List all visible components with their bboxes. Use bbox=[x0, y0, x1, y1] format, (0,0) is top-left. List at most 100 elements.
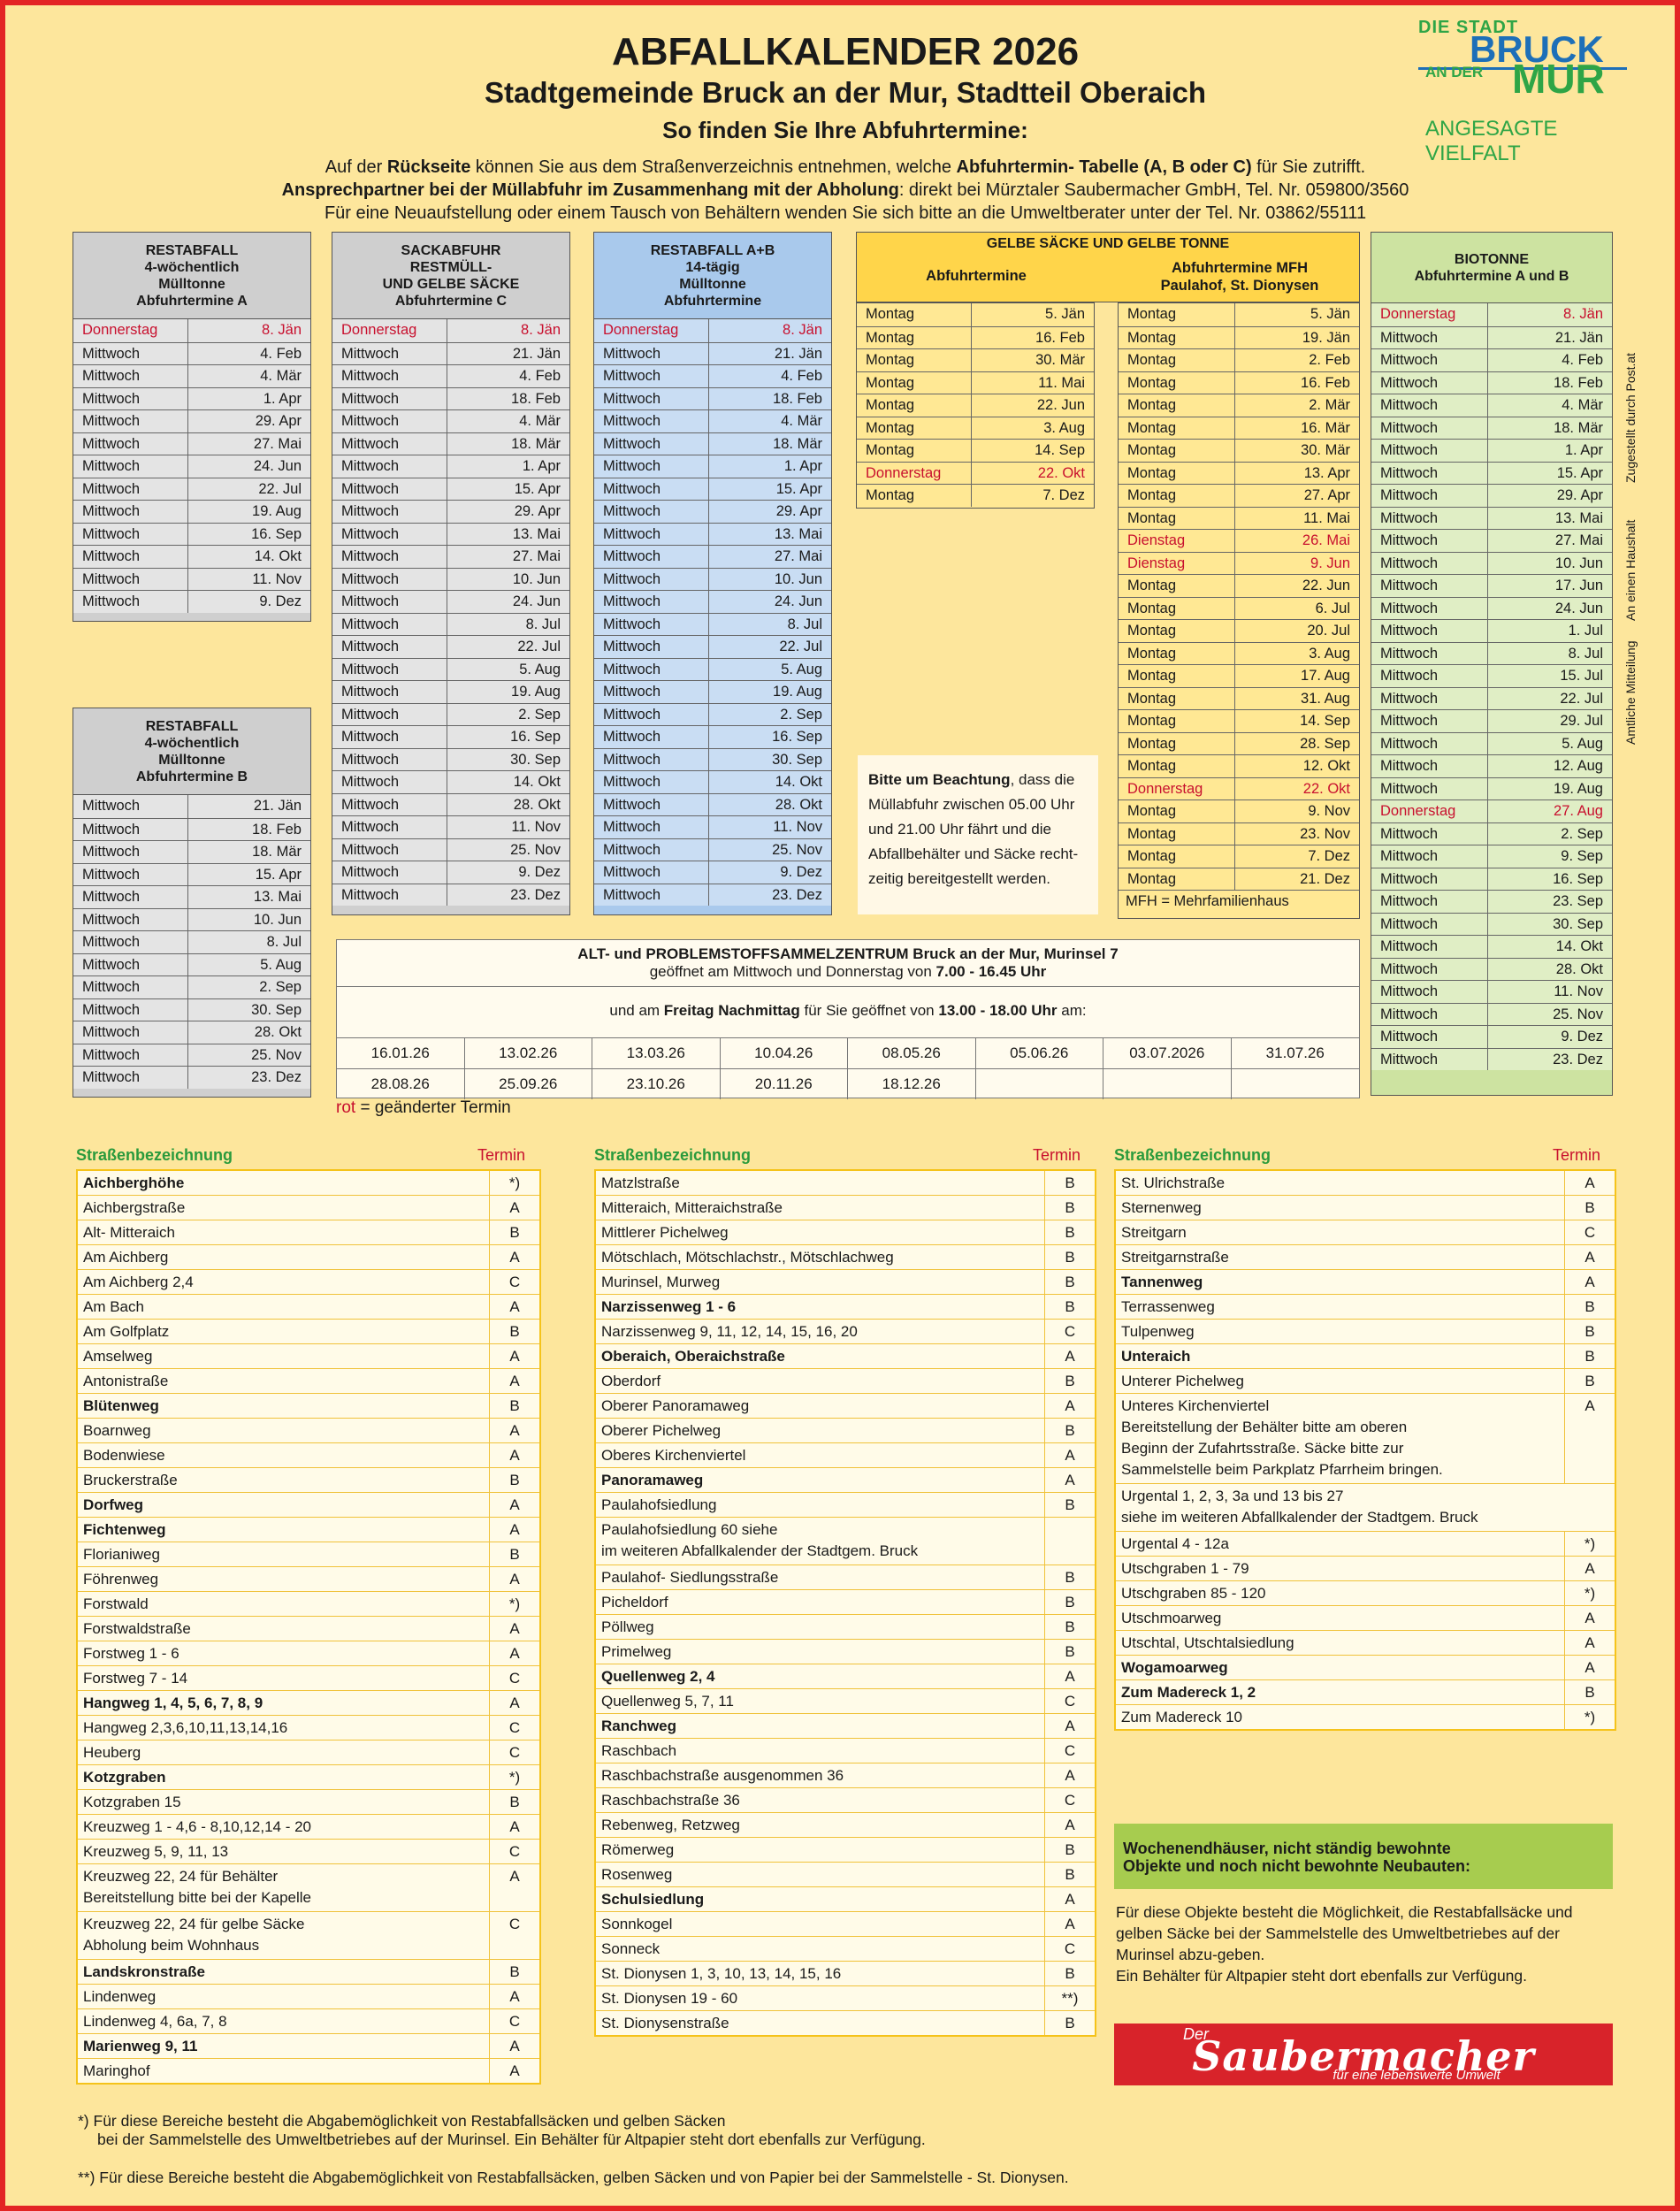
schedule-row: Mittwoch 24. Jun bbox=[594, 590, 831, 613]
weekday: Montag bbox=[866, 397, 915, 413]
table-header: RESTABFALL 4-wöchentlich Mülltonne Abfuhrte… bbox=[73, 708, 310, 795]
schedule-row: Mittwoch 18. Feb bbox=[1371, 371, 1612, 394]
schedule-row: Mittwoch 23. Sep bbox=[1371, 890, 1612, 913]
date: 19. Aug bbox=[1486, 777, 1613, 799]
date: 3. Aug bbox=[970, 417, 1095, 439]
weekday: Montag bbox=[1127, 690, 1177, 707]
street-name: Narzissenweg 1 - 6 bbox=[596, 1295, 1045, 1319]
street-row: St. Dionysen 19 - 60 **) bbox=[596, 1985, 1095, 2010]
weekday: Mittwoch bbox=[82, 435, 141, 452]
weekday: Mittwoch bbox=[341, 480, 400, 497]
street-name: Paulahofsiedlung 60 siehe im weiteren Ab… bbox=[596, 1518, 1045, 1565]
street-name: Narzissenweg 9, 11, 12, 14, 15, 16, 20 bbox=[596, 1320, 1045, 1343]
street-row: Forstweg 1 - 6 A bbox=[78, 1641, 539, 1665]
weekday: Mittwoch bbox=[1380, 690, 1439, 707]
date-cell: 25.09.26 bbox=[464, 1068, 592, 1099]
weekday: Mittwoch bbox=[603, 774, 661, 790]
street-name: Am Bach bbox=[78, 1295, 490, 1319]
date: 15. Apr bbox=[187, 863, 311, 885]
weekday: Mittwoch bbox=[603, 706, 661, 723]
street-termin: A bbox=[509, 1422, 520, 1439]
schedule-row: Mittwoch 30. Sep bbox=[332, 747, 570, 770]
street-list-1: Straßenbezeichnung Termin Aichberghöhe *) A… bbox=[76, 1146, 541, 2085]
date: 7. Dez bbox=[970, 485, 1095, 507]
weekday: Montag bbox=[866, 419, 915, 436]
weekday: Mittwoch bbox=[603, 729, 661, 745]
street-name: Utschtal, Utschtalsiedlung bbox=[1116, 1631, 1565, 1655]
date: 9. Dez bbox=[707, 861, 832, 884]
city-logo: DIE STADT BRUCK AN DER MUR ANGESAGTE VIE… bbox=[1418, 18, 1627, 165]
date: 30. Sep bbox=[446, 748, 570, 770]
street-row: Oberer Panoramaweg A bbox=[596, 1393, 1095, 1418]
date: 29. Jul bbox=[1486, 710, 1613, 732]
street-name: Raschbach bbox=[596, 1739, 1045, 1763]
schedule-row: Mittwoch 14. Okt bbox=[73, 545, 310, 568]
street-name: Florianiweg bbox=[78, 1542, 490, 1566]
street-name: Am Aichberg bbox=[78, 1245, 490, 1269]
date: 29. Apr bbox=[187, 410, 311, 432]
street-termin: B bbox=[1065, 1224, 1075, 1241]
schedule-row: Montag 16. Feb bbox=[1119, 371, 1359, 394]
schedule-row: Mittwoch 21. Jän bbox=[73, 795, 310, 818]
schedule-row: Mittwoch 18. Mär bbox=[594, 432, 831, 455]
legend: rot = geänderter Termin bbox=[336, 1098, 511, 1117]
street-row: Utschgraben 1 - 79 A bbox=[1116, 1556, 1615, 1580]
weekend-houses-text: Für diese Objekte besteht die Möglichkei… bbox=[1116, 1903, 1573, 1985]
street-row: Urgental 4 - 12a *) bbox=[1116, 1531, 1615, 1556]
street-row: Forstwaldstraße A bbox=[78, 1616, 539, 1641]
street-name: Quellenweg 2, 4 bbox=[596, 1664, 1045, 1688]
schedule-row: Mittwoch 11. Nov bbox=[1371, 980, 1612, 1003]
schedule-row: Mittwoch 9. Dez bbox=[594, 861, 831, 884]
schedule-row: Mittwoch 28. Okt bbox=[1371, 957, 1612, 980]
weekday: Mittwoch bbox=[1380, 487, 1439, 503]
date: 22. Jul bbox=[707, 636, 832, 658]
street-termin: A bbox=[509, 1620, 520, 1637]
weekday: Mittwoch bbox=[82, 548, 141, 564]
table-gelbe-saecke-header: GELBE SÄCKE UND GELBE TONNE Abfuhrtermin… bbox=[856, 232, 1360, 302]
date: 9. Dez bbox=[187, 591, 311, 613]
date: 8. Jul bbox=[187, 931, 311, 953]
date: 8. Jul bbox=[1486, 642, 1613, 664]
weekday: Mittwoch bbox=[1380, 1029, 1439, 1044]
schedule-row: Mittwoch 12. Aug bbox=[1371, 754, 1612, 777]
schedule-row: Mittwoch 17. Jun bbox=[1371, 574, 1612, 597]
postal-note: Zugestellt durch Post.at bbox=[1623, 352, 1638, 483]
street-row: St. Ulrichstraße A bbox=[1116, 1171, 1615, 1195]
date: 28. Okt bbox=[187, 1021, 311, 1044]
schedule-row: Donnerstag 22. Okt bbox=[1119, 777, 1359, 799]
weekday: Montag bbox=[1127, 623, 1177, 639]
street-termin: A bbox=[1585, 1274, 1595, 1290]
table-gelbe-saecke: Montag 5. Jän Montag 16. Feb Montag 30. Mär Mo… bbox=[856, 302, 1095, 509]
date: 18. Feb bbox=[707, 387, 832, 409]
date: 16. Feb bbox=[970, 326, 1095, 348]
weekday: Mittwoch bbox=[1380, 735, 1439, 752]
schedule-row: Montag 30. Mär bbox=[857, 348, 1094, 371]
street-row: Lindenweg 4, 6a, 7, 8 C bbox=[78, 2008, 539, 2033]
calendar-page: ABFALLKALENDER 2026 Stadtgemeinde Bruck … bbox=[5, 5, 1675, 2206]
schedule-row: Mittwoch 18. Mär bbox=[73, 840, 310, 863]
street-name: Pöllweg bbox=[596, 1615, 1045, 1639]
street-termin: B bbox=[1585, 1373, 1595, 1389]
weekday: Montag bbox=[1127, 848, 1177, 864]
schedule-row: Mittwoch 19. Aug bbox=[332, 680, 569, 703]
date: 14. Okt bbox=[187, 546, 311, 568]
schedule-row: Montag 7. Dez bbox=[857, 484, 1094, 507]
weekday: Mittwoch bbox=[82, 844, 141, 860]
schedule-row: Montag 2. Mär bbox=[1119, 394, 1359, 417]
date: 9. Nov bbox=[1233, 800, 1360, 822]
schedule-row: Montag 14. Sep bbox=[857, 439, 1094, 462]
schedule-row: Mittwoch 27. Mai bbox=[73, 432, 310, 455]
schedule-row: Mittwoch 4. Mär bbox=[1371, 394, 1612, 417]
date-cell: 16.01.26 bbox=[337, 1037, 465, 1068]
street-name: Sternenweg bbox=[1116, 1196, 1565, 1220]
weekday: Mittwoch bbox=[82, 1046, 141, 1063]
weekday: Mittwoch bbox=[603, 413, 661, 429]
schedule-row: Mittwoch 2. Sep bbox=[1371, 822, 1612, 845]
weekday: Mittwoch bbox=[603, 841, 661, 858]
street-name: Oberer Panoramaweg bbox=[596, 1394, 1045, 1418]
street-termin: A bbox=[1065, 1472, 1075, 1488]
street-row: Primelweg B bbox=[596, 1639, 1095, 1664]
instructions-heading: So finden Sie Ihre Abfuhrtermine: bbox=[662, 117, 1028, 143]
weekday: Montag bbox=[1127, 803, 1177, 819]
street-row: Quellenweg 2, 4 A bbox=[596, 1664, 1095, 1688]
